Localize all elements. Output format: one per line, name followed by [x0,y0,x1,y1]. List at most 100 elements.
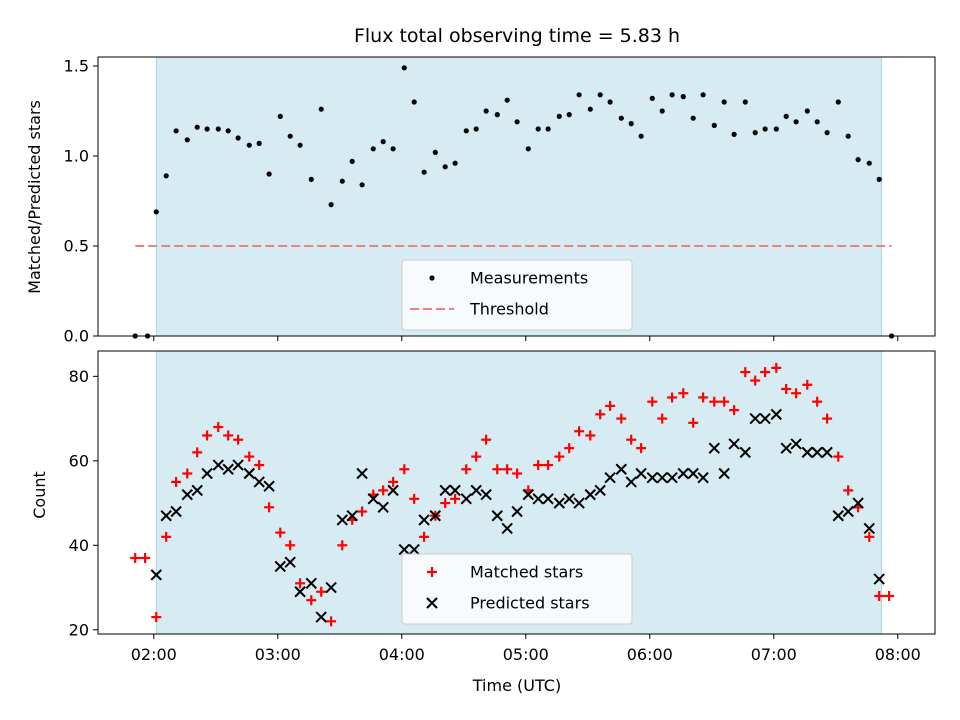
y-tick-label: 40 [69,536,89,555]
measurement-point [318,106,324,112]
legend-label: Matched stars [470,563,583,582]
measurement-point [225,128,231,134]
matched-stars-point [543,460,554,471]
matched-stars-point [574,426,585,437]
measurement-point [876,176,882,182]
predicted-stars-point [821,446,833,459]
matched-stars-point [213,422,224,433]
matched-stars-point [388,476,399,487]
measurement-point [576,92,582,98]
predicted-stars-point [336,514,348,526]
x-tick-label: 04:00 [379,645,425,664]
predicted-stars-point [470,484,482,497]
predicted-stars-point [790,438,802,450]
legend-label: Predicted stars [470,594,590,613]
measurement-point [618,115,624,121]
legend-marker-measurements [429,275,435,281]
matched-stars-point [202,430,213,441]
measurement-point [525,146,531,152]
predicted-stars-point [532,493,544,505]
y-tick-label: 60 [69,451,89,470]
predicted-stars-point [749,412,761,425]
measurement-point [266,171,272,177]
predicted-stars-point [573,497,585,509]
legend: Matched stars Predicted stars [401,553,633,625]
measurement-point [545,126,551,132]
count-panel: 20 40 60 80 02:00 03:00 04:00 05:00 06:00 07:00 08… [69,350,936,664]
measurement-point [256,140,262,146]
predicted-stars-point [449,484,461,497]
measurement-point [556,113,562,119]
predicted-stars-point [697,472,709,484]
predicted-stars-point [253,476,265,488]
matched-stars-point [864,531,875,542]
predicted-stars-point [852,497,864,509]
predicted-stars-point [594,484,606,497]
x-axis-label: Time (UTC) [472,676,561,695]
predicted-stars-point [181,488,193,501]
predicted-stars-point [677,467,689,480]
x-tick-label: 07:00 [751,645,797,664]
measurement-point [163,173,169,179]
legend-box [401,553,633,625]
matched-stars-point [285,540,296,551]
predicted-stars-point [863,522,875,535]
predicted-stars-point [294,586,306,598]
measurement-point [535,126,541,132]
ratio-panel: 0.0 0.5 1.0 1.5 Measurements Threshold [64,56,936,346]
predicted-stars-point [222,463,234,475]
matched-stars-point [595,409,606,420]
predicted-stars-point [460,493,472,505]
measurement-point [845,133,851,139]
predicted-stars-point [346,510,358,522]
matched-stars-point [182,468,193,479]
matched-stars-point [306,595,317,606]
predicted-stars-point [398,543,410,556]
measurement-point [742,99,748,105]
predicted-stars-point [584,488,596,501]
matched-stars-point [419,531,430,542]
measurement-point [607,99,613,105]
y-tick-label: 1.5 [64,57,89,76]
measurement-point [752,130,758,136]
measurement-point [432,149,438,155]
matched-stars-point [781,384,792,395]
measurement-point [597,92,603,98]
matched-stars-point [698,392,709,403]
matched-stars-point [833,451,844,462]
predicted-stars-point [728,438,740,450]
matched-stars-point [409,493,420,504]
matched-stars-point [399,464,410,475]
measurement-point [711,122,717,128]
measurement-point [494,112,500,118]
predicted-stars-point [387,484,399,497]
legend-label: Threshold [469,300,549,319]
matched-stars-point [760,367,771,378]
predicted-stars-point [780,442,792,454]
predicted-stars-point [873,573,885,585]
measurement-point [773,126,779,132]
matched-stars-point [771,362,782,373]
predicted-stars-point [739,446,751,459]
matched-stars-point [554,451,565,462]
x-tick-label: 02:00 [131,645,177,664]
measurement-point [566,112,572,118]
plot-frame [97,56,936,337]
matched-stars-point [275,527,286,538]
measurement-point [504,97,510,103]
matched-stars-point [719,396,730,407]
plot-frame [97,350,936,635]
predicted-stars-point [718,467,730,480]
measurement-point [328,202,334,208]
matched-stars-point [316,586,327,597]
matched-stars-point [709,396,720,407]
predicted-stars-point [811,446,823,459]
measurement-point [824,130,830,136]
measurement-point [452,160,458,166]
measurement-point [514,119,520,125]
predicted-stars-point [832,510,844,522]
measurement-point [835,99,841,105]
matched-stars-point [647,396,658,407]
matched-stars-point [192,447,203,458]
